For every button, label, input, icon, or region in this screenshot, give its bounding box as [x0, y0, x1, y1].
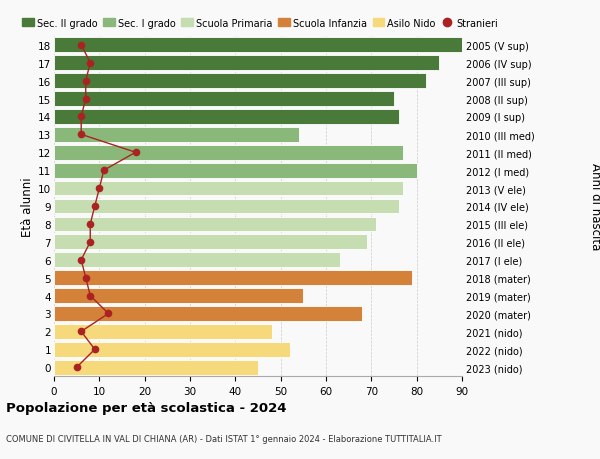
Bar — [54, 39, 467, 53]
Bar — [54, 307, 362, 321]
Bar — [54, 110, 398, 124]
Legend: Sec. II grado, Sec. I grado, Scuola Primaria, Scuola Infanzia, Asilo Nido, Stran: Sec. II grado, Sec. I grado, Scuola Prim… — [22, 18, 497, 28]
Bar — [54, 360, 258, 375]
Text: Popolazione per età scolastica - 2024: Popolazione per età scolastica - 2024 — [6, 401, 287, 414]
Bar — [54, 56, 439, 71]
Bar — [54, 92, 394, 106]
Bar — [54, 181, 403, 196]
Y-axis label: Anni di nascita: Anni di nascita — [589, 163, 600, 250]
Bar — [54, 271, 412, 285]
Bar — [54, 253, 340, 268]
Y-axis label: Età alunni: Età alunni — [21, 177, 34, 236]
Bar — [54, 163, 416, 178]
Bar — [54, 289, 304, 303]
Text: COMUNE DI CIVITELLA IN VAL DI CHIANA (AR) - Dati ISTAT 1° gennaio 2024 - Elabora: COMUNE DI CIVITELLA IN VAL DI CHIANA (AR… — [6, 434, 442, 442]
Bar — [54, 146, 403, 160]
Bar — [54, 342, 290, 357]
Bar — [54, 217, 376, 232]
Bar — [54, 199, 398, 214]
Bar — [54, 74, 426, 89]
Bar — [54, 325, 272, 339]
Bar — [54, 128, 299, 142]
Bar — [54, 235, 367, 250]
